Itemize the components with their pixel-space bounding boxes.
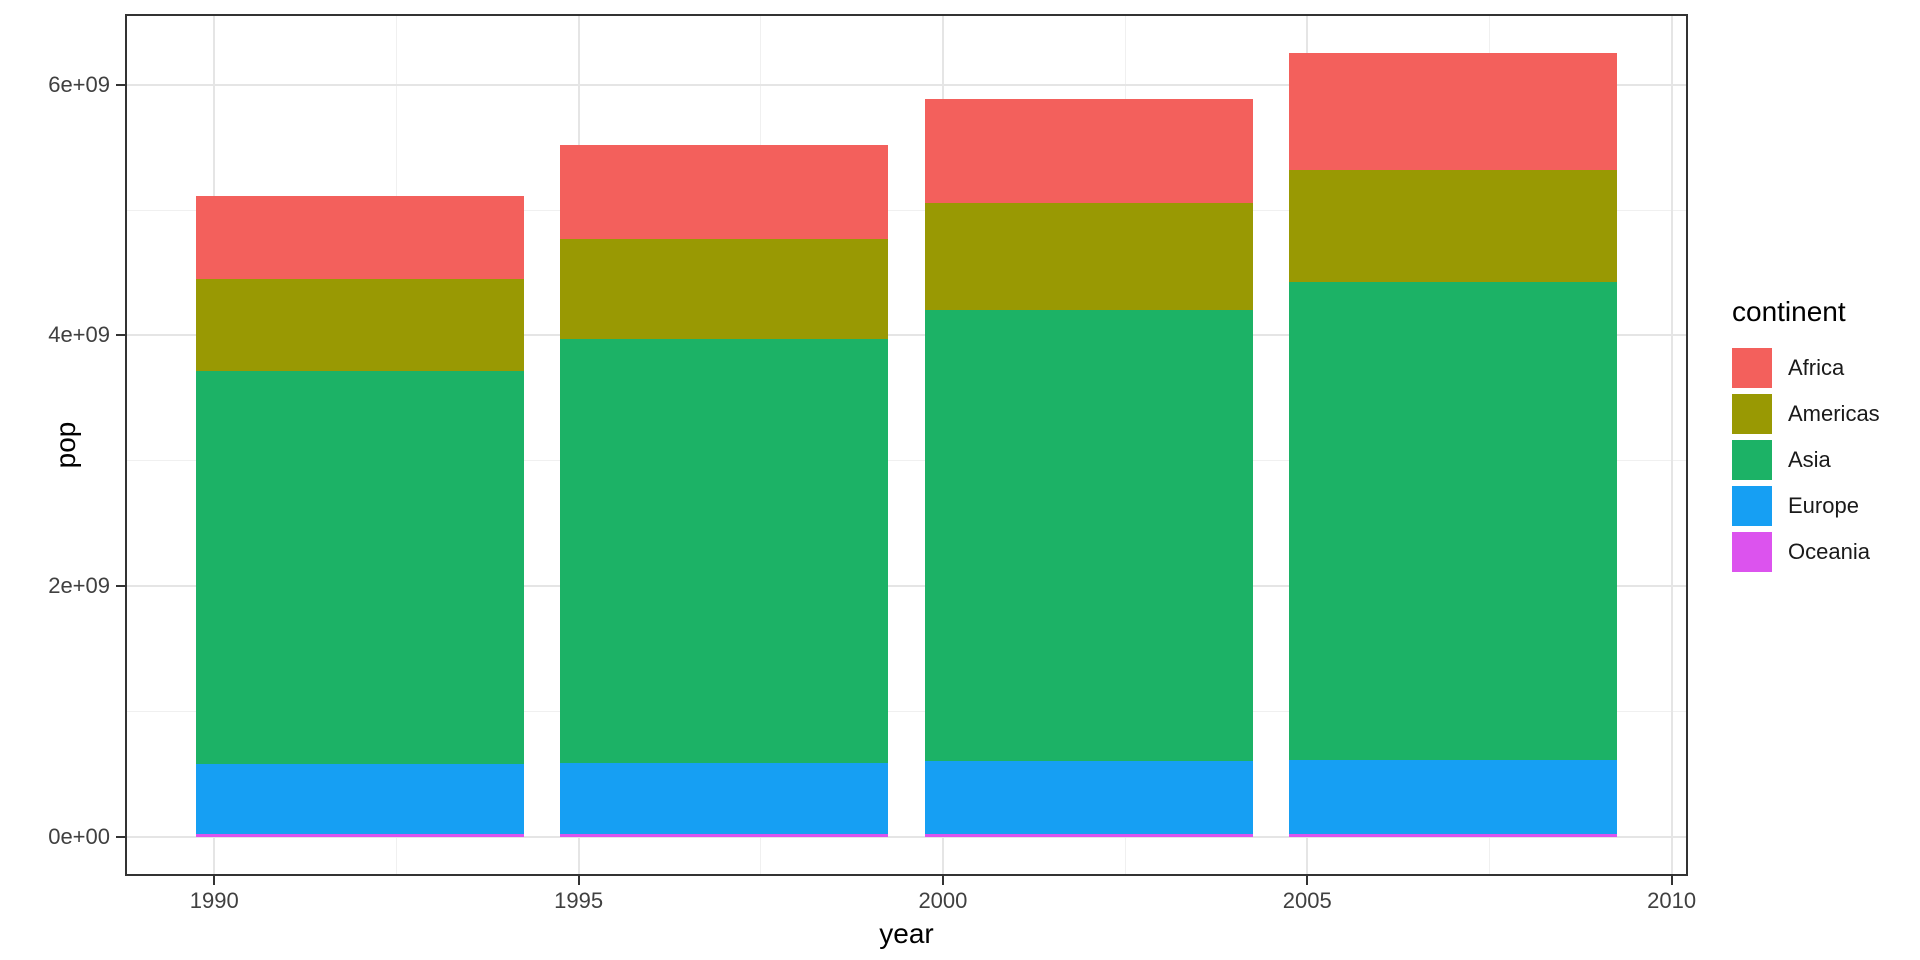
x-tick-mark [1306,876,1309,885]
bar-segment-africa-1992 [196,196,524,279]
x-axis-title: year [879,918,934,949]
y-tick-mark [116,83,125,86]
gridline-major-y [127,83,1686,86]
bar-segment-africa-2002 [924,98,1253,204]
y-tick-label: 0e+00 [48,823,110,849]
bar-segment-africa-2007 [1289,53,1617,170]
bar-segment-americas-2007 [1289,169,1617,283]
x-tick-mark [941,876,944,885]
y-tick-label: 6e+09 [48,71,110,97]
bar-segment-americas-2002 [924,203,1253,310]
legend-key-swatch [1732,440,1772,480]
bar-segment-asia-2002 [924,309,1253,762]
y-tick-mark [116,334,125,337]
bar-segment-americas-1997 [560,238,889,339]
gridline-minor-y [127,710,1686,712]
legend-key-swatch [1732,348,1772,388]
x-tick-label: 2000 [918,888,968,913]
x-tick-label: 1995 [554,888,604,913]
y-axis-title: pop [50,421,81,469]
bar-segment-asia-1992 [196,371,524,765]
y-tick-mark [116,585,125,588]
gridline-minor-y [127,209,1686,211]
bar-segment-europe-1997 [560,762,889,835]
legend-label: Africa [1788,355,1845,380]
x-tick-mark [213,876,216,885]
x-tick-mark [577,876,580,885]
legend-title: continent [1732,296,1846,327]
legend-items: Africa Americas Asia Europe Oceania [1732,348,1880,572]
gridline-major-x [1670,16,1673,874]
bar-segment-americas-1992 [196,278,524,372]
legend-item-europe: Europe [1732,486,1880,526]
legend-item-americas: Americas [1732,394,1880,434]
legend-label: Americas [1788,401,1880,426]
legend-key-swatch [1732,532,1772,572]
bar-segment-oceania-2007 [1289,833,1617,837]
legend-item-africa: Africa [1732,348,1880,388]
bar-segment-europe-2002 [924,761,1253,834]
y-tick-mark [116,835,125,838]
gridline-major-y [127,585,1686,588]
x-tick-mark [1670,876,1673,885]
legend: continent Africa Americas Asia Europe Oceani… [1732,296,1880,578]
legend-key-swatch [1732,486,1772,526]
bar-segment-europe-2007 [1289,760,1617,834]
gridline-major-y [127,835,1686,838]
bar-segment-oceania-1992 [196,834,524,837]
bar-segment-europe-1992 [196,764,524,835]
x-tick-label: 2010 [1647,888,1697,913]
y-tick-label: 4e+09 [48,322,110,348]
x-tick-label: 1990 [189,888,239,913]
gridline-major-y [127,334,1686,337]
legend-label: Asia [1788,447,1831,472]
bar-segment-oceania-2002 [924,833,1253,837]
bar-segment-asia-2007 [1289,282,1617,761]
bar-segment-asia-1997 [560,338,889,763]
bar-segment-oceania-1997 [560,834,889,837]
legend-item-oceania: Oceania [1732,532,1880,572]
legend-item-asia: Asia [1732,440,1880,480]
legend-label: Europe [1788,493,1859,518]
y-tick-label: 2e+09 [48,573,110,599]
legend-label: Oceania [1788,539,1870,564]
legend-key-swatch [1732,394,1772,434]
gridline-minor-y [127,460,1686,462]
x-tick-label: 2005 [1282,888,1332,913]
bar-segment-africa-1997 [560,145,889,239]
